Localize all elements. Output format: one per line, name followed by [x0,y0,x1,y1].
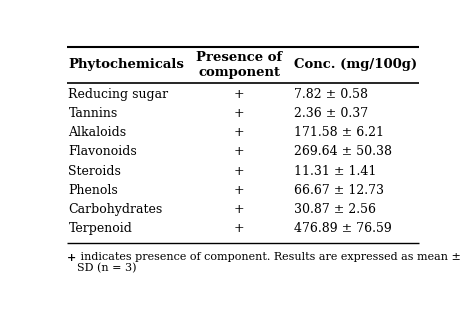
Text: 66.67 ± 12.73: 66.67 ± 12.73 [294,184,384,197]
Text: Terpenoid: Terpenoid [68,222,132,235]
Text: Reducing sugar: Reducing sugar [68,88,169,100]
Text: +: + [234,184,245,197]
Text: 7.82 ± 0.58: 7.82 ± 0.58 [294,88,368,100]
Text: +: + [234,165,245,178]
Text: Conc. (mg/100g): Conc. (mg/100g) [294,58,417,71]
Text: indicates presence of component. Results are expressed as mean ±
SD (n = 3): indicates presence of component. Results… [77,252,461,274]
Text: Carbohydrates: Carbohydrates [68,203,163,216]
Text: 30.87 ± 2.56: 30.87 ± 2.56 [294,203,376,216]
Text: +: + [234,222,245,235]
Text: 171.58 ± 6.21: 171.58 ± 6.21 [294,126,384,139]
Text: +: + [234,88,245,100]
Text: +: + [234,145,245,158]
Text: 269.64 ± 50.38: 269.64 ± 50.38 [294,145,392,158]
Text: Tannins: Tannins [68,107,118,120]
Text: +: + [66,252,76,263]
Text: 476.89 ± 76.59: 476.89 ± 76.59 [294,222,392,235]
Text: Flavonoids: Flavonoids [68,145,137,158]
Text: Steroids: Steroids [68,165,121,178]
Text: Presence of
component: Presence of component [196,51,283,79]
Text: 2.36 ± 0.37: 2.36 ± 0.37 [294,107,368,120]
Text: +: + [234,107,245,120]
Text: Phytochemicals: Phytochemicals [68,58,184,71]
Text: Phenols: Phenols [68,184,118,197]
Text: Alkaloids: Alkaloids [68,126,127,139]
Text: +: + [234,126,245,139]
Text: 11.31 ± 1.41: 11.31 ± 1.41 [294,165,376,178]
Text: +: + [234,203,245,216]
